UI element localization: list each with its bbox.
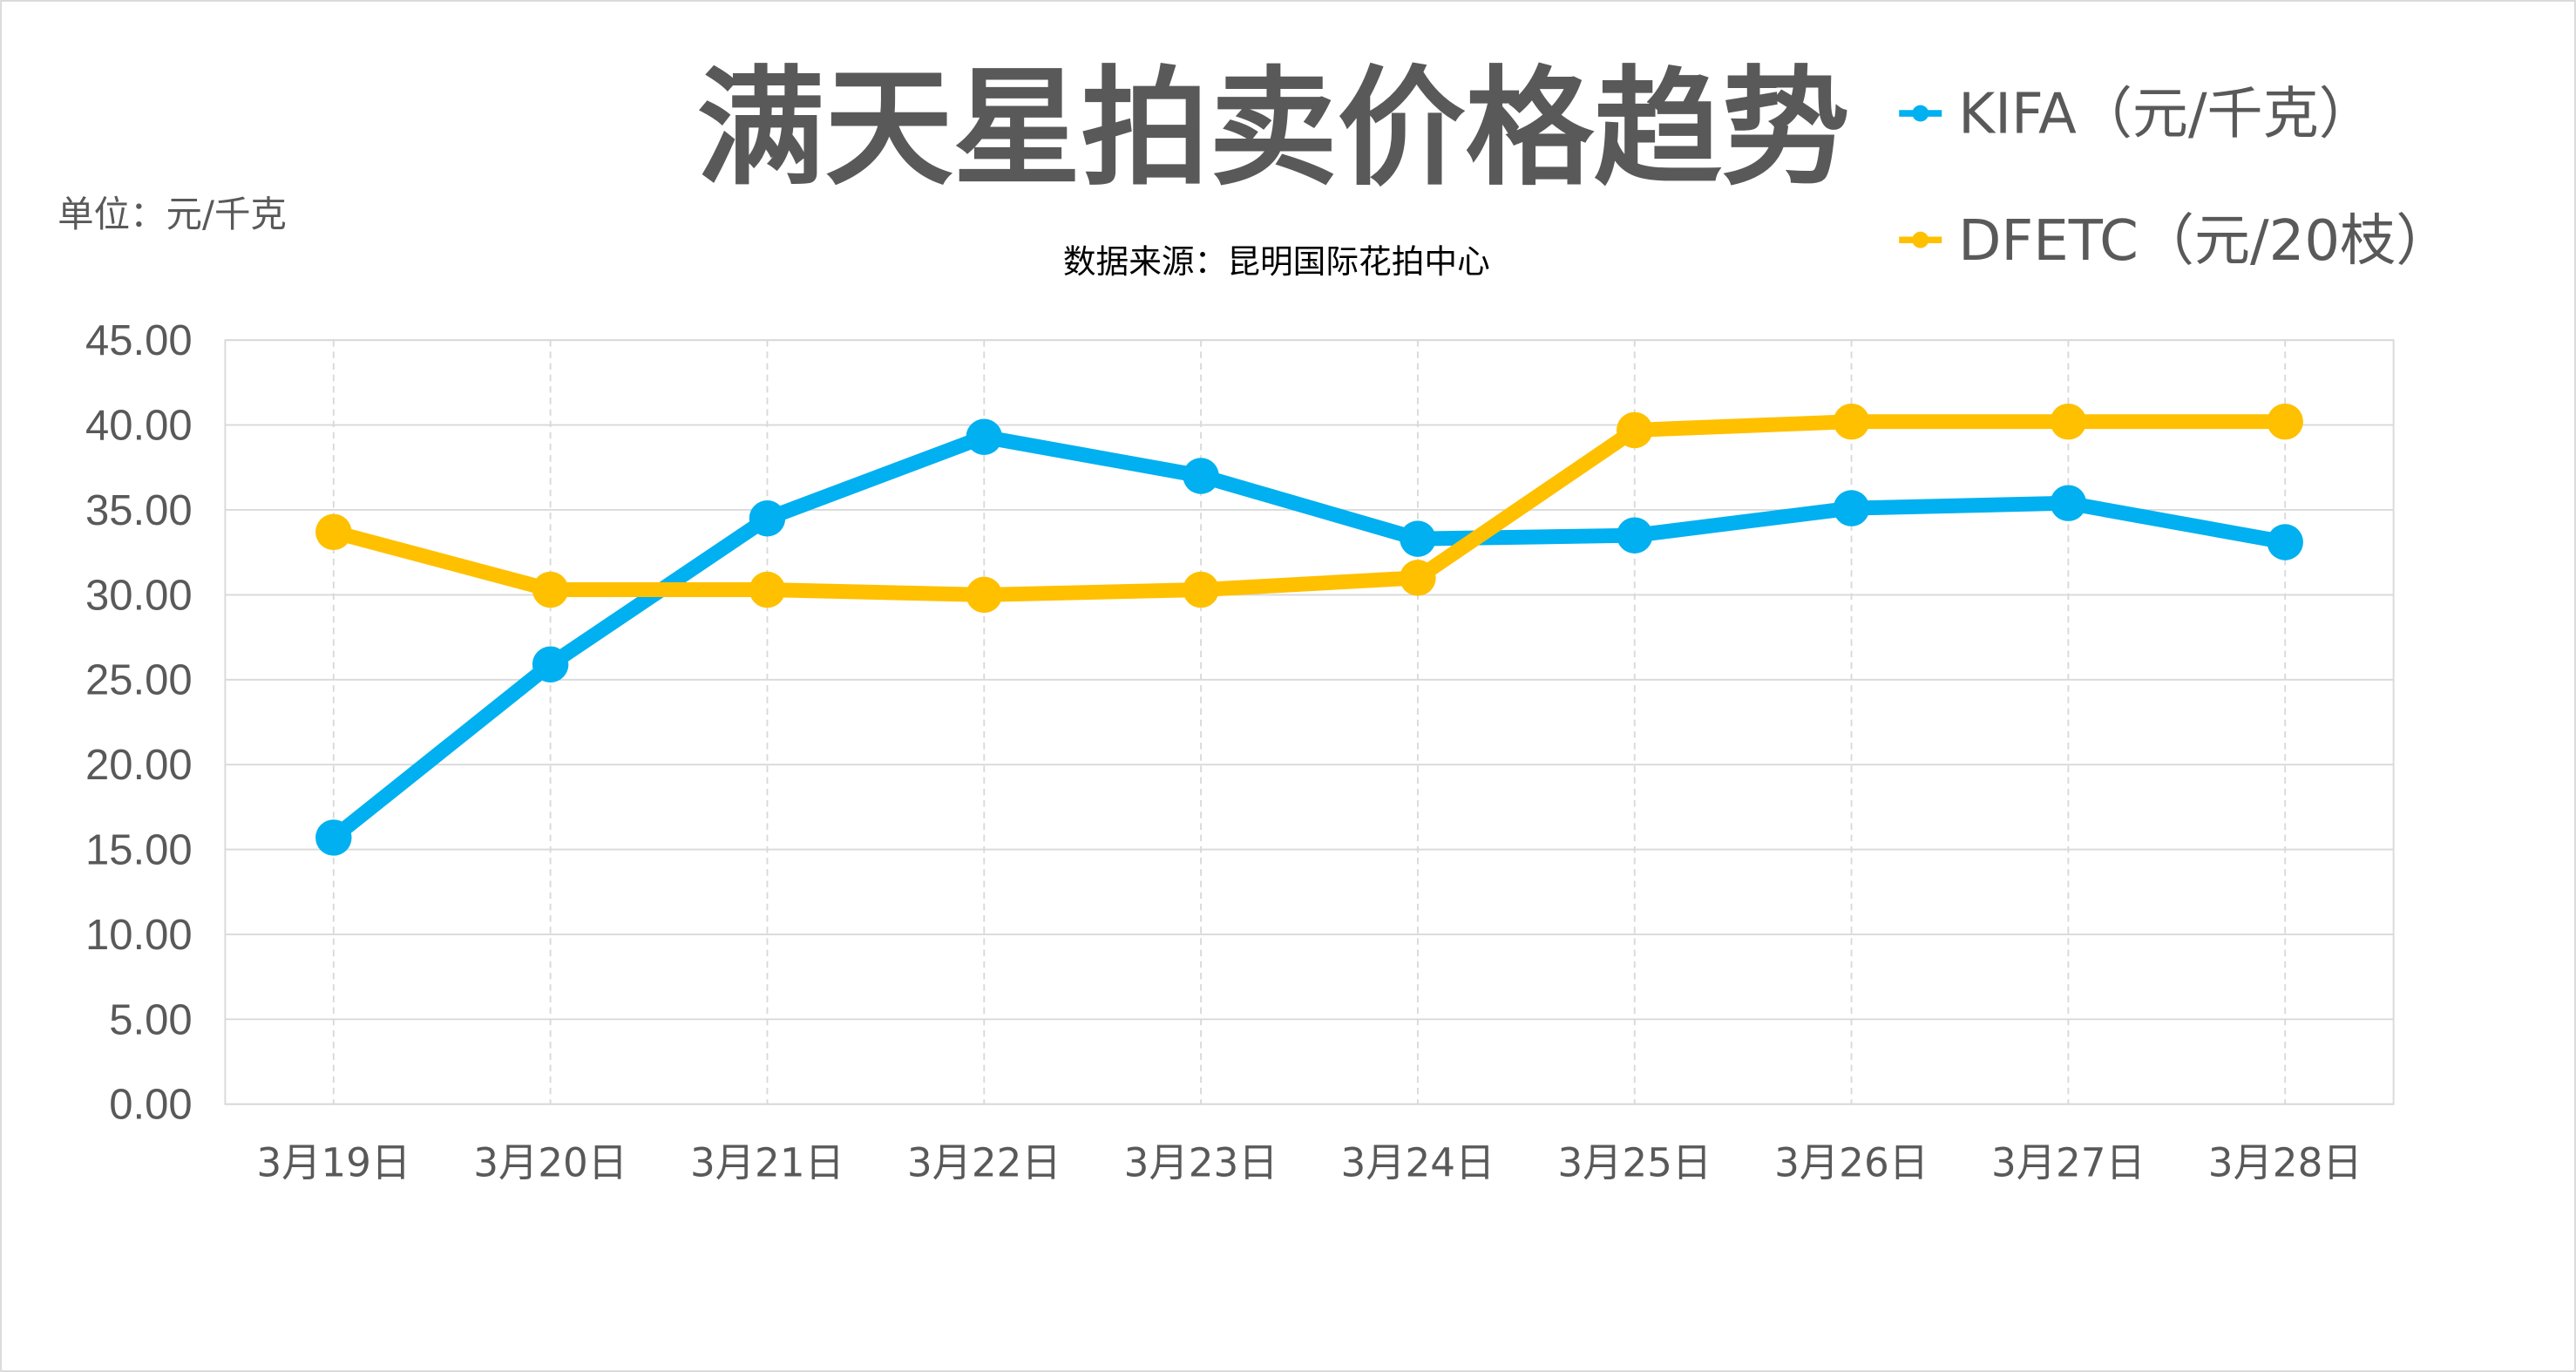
data-point-dfetc — [315, 513, 352, 551]
data-point-dfetc — [1183, 571, 1219, 608]
x-tick-label: 3月28日 — [2208, 1140, 2362, 1186]
data-point-kifa — [749, 499, 786, 537]
y-tick-label: 35.00 — [85, 487, 193, 534]
y-tick-label: 30.00 — [85, 572, 193, 619]
data-point-kifa — [2050, 485, 2087, 521]
y-tick-label: 15.00 — [85, 827, 193, 874]
legend-item-dfetc: DFETC（元/20枝） — [1899, 209, 2451, 274]
x-tick-label: 3月20日 — [473, 1140, 627, 1186]
data-point-dfetc — [532, 571, 569, 608]
data-point-kifa — [1183, 458, 1219, 494]
data-point-dfetc — [1833, 403, 1870, 440]
data-point-dfetc — [749, 571, 786, 608]
data-point-dfetc — [2267, 403, 2303, 440]
x-tick-label: 3月26日 — [1774, 1140, 1929, 1186]
legend-label-dfetc: DFETC（元/20枝） — [1958, 209, 2451, 274]
chart-subtitle: 数据来源：昆明国际花拍中心 — [1063, 242, 1490, 281]
data-point-kifa — [315, 819, 352, 856]
data-point-dfetc — [966, 576, 1003, 614]
data-point-kifa — [2267, 524, 2303, 560]
legend-item-kifa: KIFA（元/千克） — [1899, 83, 2375, 147]
data-point-dfetc — [2050, 403, 2087, 440]
y-tick-label: 0.00 — [109, 1082, 192, 1129]
y-tick-label: 45.00 — [85, 317, 193, 364]
data-point-dfetc — [1617, 411, 1653, 449]
x-tick-label: 3月23日 — [1124, 1140, 1278, 1186]
y-tick-label: 25.00 — [85, 657, 193, 704]
y-axis: 0.00 5.00 10.00 15.00 20.00 25.00 30.00 35.00 40… — [85, 317, 193, 1129]
legend-label-kifa: KIFA（元/千克） — [1958, 83, 2375, 147]
data-point-kifa — [1833, 490, 1870, 526]
x-tick-label: 3月22日 — [907, 1140, 1061, 1186]
legend: KIFA（元/千克） DFETC（元/20枝） — [1899, 83, 2451, 274]
x-tick-label: 3月27日 — [1991, 1140, 2146, 1186]
x-tick-label: 3月19日 — [256, 1140, 410, 1186]
y-tick-label: 5.00 — [109, 996, 192, 1043]
y-tick-label: 20.00 — [85, 742, 193, 789]
y-tick-label: 40.00 — [85, 403, 193, 450]
data-point-kifa — [966, 418, 1003, 455]
series-layer — [315, 403, 2303, 856]
data-point-kifa — [532, 646, 569, 683]
data-point-dfetc — [1400, 560, 1436, 596]
data-point-kifa — [1400, 520, 1436, 557]
data-point-kifa — [1617, 517, 1653, 554]
x-axis: 3月19日 3月20日 3月21日 3月22日 3月23日 3月24日 3月25日 3月26日… — [256, 1140, 2362, 1186]
legend-marker-dfetc — [1912, 231, 1929, 248]
chart-title: 满天星拍卖价格趋势 — [696, 54, 1849, 203]
series-line-dfetc — [331, 414, 2286, 602]
y-tick-label: 10.00 — [85, 912, 193, 959]
x-tick-label: 3月24日 — [1341, 1140, 1495, 1186]
x-tick-label: 3月25日 — [1557, 1140, 1712, 1186]
legend-marker-kifa — [1912, 105, 1929, 122]
x-tick-label: 3月21日 — [690, 1140, 844, 1186]
unit-label: 单位：元/千克 — [58, 194, 287, 235]
